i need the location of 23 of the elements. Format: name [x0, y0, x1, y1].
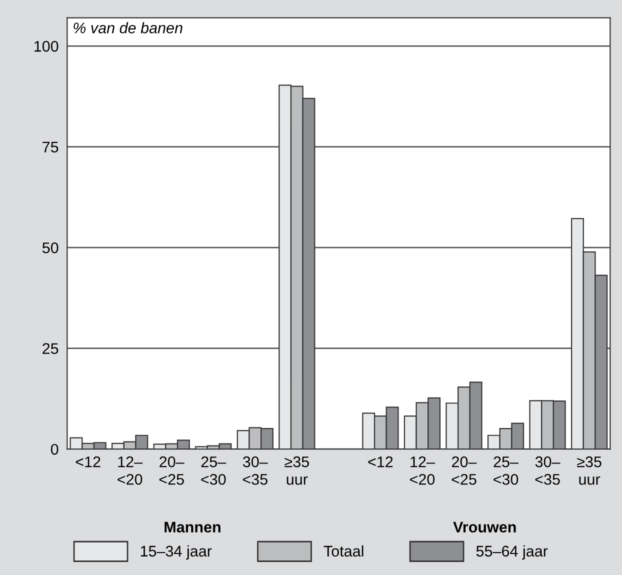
y-tick-label: 100 [34, 40, 58, 52]
x-tick-label: 30– <35 [535, 456, 560, 485]
x-tick-label: 25– <30 [201, 456, 226, 485]
x-tick-label: 12– <20 [410, 456, 435, 485]
y-tick-label: 75 [42, 142, 58, 152]
x-tick-label: 20– <25 [452, 456, 477, 485]
x-tick-label: <12 [368, 456, 393, 468]
legend-label: 15–34 jaar [140, 545, 212, 560]
x-tick-label: ≥35 uur [577, 456, 602, 485]
x-tick-label: <12 [76, 456, 100, 468]
legend-label: Totaal [324, 545, 364, 557]
x-tick-label: 30– <35 [242, 456, 268, 485]
y-tick-label: 50 [42, 242, 58, 254]
text: Mannen [164, 522, 220, 533]
y-axis-title: % van de banen [74, 22, 182, 34]
x-tick-label: ≥35 uur [284, 456, 309, 485]
y-tick-label: 0 [50, 444, 58, 455]
legend-label: 55–64 jaar [476, 545, 548, 560]
x-tick-label: 25– <30 [494, 456, 518, 485]
y-tick-label: 25 [42, 343, 58, 354]
text: Vrouwen [453, 522, 516, 533]
x-tick-label: 12– <20 [118, 456, 143, 485]
x-tick-label: 20– <25 [159, 456, 184, 485]
